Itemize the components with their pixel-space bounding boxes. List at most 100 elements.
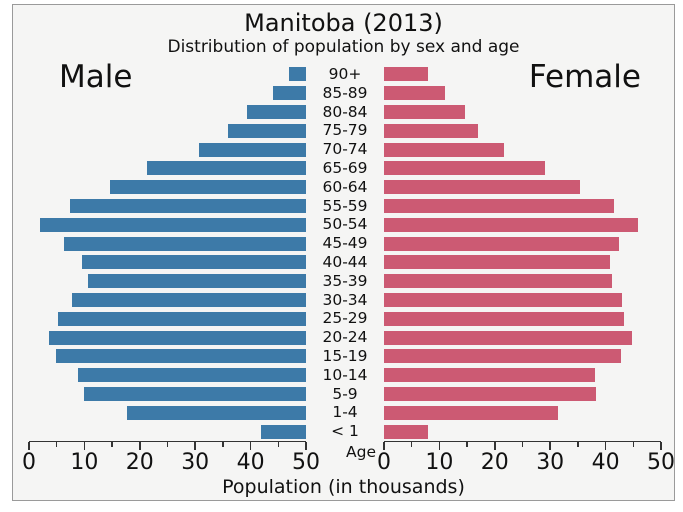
- age-group-label: 15-19: [322, 346, 368, 365]
- male-bar-cell: [29, 422, 306, 441]
- female-bar: [384, 292, 623, 307]
- male-bar: [147, 161, 306, 176]
- pyramid-rows: 90+ 85-89 80-84 75-79 70-74 65-69 60-64 55-59 50…: [29, 65, 661, 441]
- male-bar-cell: [29, 103, 306, 122]
- axis-tick-label: 50: [292, 450, 320, 475]
- male-bar-cell: [29, 159, 306, 178]
- axis-major-tick: [604, 442, 607, 450]
- axis-tick-label: 30: [181, 450, 210, 475]
- male-bar: [78, 368, 306, 383]
- age-group-label: 30-34: [322, 290, 368, 309]
- axis-major-tick: [438, 442, 441, 450]
- female-bar: [384, 104, 465, 119]
- female-bar-cell: [384, 65, 661, 84]
- male-bar: [227, 123, 306, 138]
- axis-minor-tick: [222, 442, 224, 447]
- axis-major-tick: [83, 442, 86, 450]
- age-group-label: 55-59: [322, 196, 368, 215]
- female-bar-cell: [384, 140, 661, 159]
- male-bar-cell: [29, 215, 306, 234]
- axis-tick-label: 40: [591, 450, 620, 475]
- pyramid-row: 50-54: [29, 215, 661, 234]
- axis-tick-label: 30: [536, 450, 565, 475]
- female-bar: [384, 123, 479, 138]
- male-bar: [48, 330, 306, 345]
- age-group-label: 10-14: [322, 365, 368, 384]
- male-bar: [82, 255, 306, 270]
- pyramid-row: < 1: [29, 422, 661, 441]
- pyramid-row: 65-69: [29, 159, 661, 178]
- axis-minor-tick: [521, 442, 524, 447]
- chart-title: Manitoba (2013): [244, 9, 443, 37]
- female-bar: [384, 236, 619, 251]
- female-bar-cell: [384, 159, 661, 178]
- female-bar-cell: [384, 253, 661, 272]
- female-bar-cell: [384, 366, 661, 385]
- male-bar: [199, 142, 306, 157]
- pyramid-row: 5-9: [29, 385, 661, 404]
- male-bar: [63, 236, 306, 251]
- male-bar-cell: [29, 65, 306, 84]
- male-bar: [87, 274, 306, 289]
- age-group-label: 25-29: [322, 309, 368, 328]
- age-group-label: 5-9: [332, 384, 358, 403]
- female-bar-cell: [384, 234, 661, 253]
- age-group-label: 80-84: [322, 102, 368, 121]
- female-bar: [384, 86, 445, 101]
- axis-major-tick: [28, 442, 30, 450]
- axis-minor-tick: [166, 442, 169, 447]
- female-bar: [384, 424, 428, 439]
- age-group-label: 70-74: [322, 140, 368, 159]
- axis-major-tick: [383, 442, 385, 450]
- axis-major-tick: [494, 442, 496, 450]
- age-group-label: 90+: [328, 65, 362, 83]
- male-bar: [84, 386, 306, 401]
- male-bar: [247, 104, 306, 119]
- axis-tick-label: 40: [236, 450, 265, 475]
- female-bar: [384, 386, 597, 401]
- axis-major-tick: [305, 442, 307, 450]
- female-bar-cell: [384, 103, 661, 122]
- pyramid-row: 60-64: [29, 178, 661, 197]
- male-bar-cell: [29, 121, 306, 140]
- pyramid-row: 35-39: [29, 272, 661, 291]
- age-group-label: 35-39: [322, 271, 368, 290]
- female-bar: [384, 142, 505, 157]
- male-bar-cell: [29, 328, 306, 347]
- axis-minor-tick: [577, 442, 579, 447]
- age-group-label: 85-89: [322, 83, 368, 102]
- pyramid-row: 30-34: [29, 291, 661, 310]
- axis-minor-tick: [111, 442, 113, 447]
- male-bar-cell: [29, 309, 306, 328]
- axis-minor-tick: [277, 442, 280, 447]
- axis-major-tick: [249, 442, 252, 450]
- male-bar: [288, 67, 306, 82]
- female-bar: [384, 217, 638, 232]
- pyramid-row: 20-24: [29, 328, 661, 347]
- axis-minor-tick: [55, 442, 58, 447]
- male-bar-cell: [29, 140, 306, 159]
- female-bar-cell: [384, 347, 661, 366]
- female-bar: [384, 311, 625, 326]
- age-group-label: 60-64: [322, 177, 368, 196]
- age-group-label: 75-79: [322, 121, 368, 140]
- chart-subtitle: Distribution of population by sex and ag…: [167, 37, 520, 57]
- male-bar-cell: [29, 197, 306, 216]
- age-group-label: 40-44: [322, 252, 368, 271]
- female-bar-cell: [384, 385, 661, 404]
- male-bar-cell: [29, 403, 306, 422]
- axis-major-tick: [139, 442, 141, 450]
- female-bar-cell: [384, 178, 661, 197]
- axis-line: [29, 441, 306, 442]
- axis-tick-label: 10: [425, 450, 454, 475]
- female-bar-cell: [384, 403, 661, 422]
- axis-tick-label: 10: [70, 450, 99, 475]
- female-bar: [384, 255, 611, 270]
- male-bar-cell: [29, 366, 306, 385]
- female-bar: [384, 180, 580, 195]
- axis-minor-tick: [410, 442, 413, 447]
- pyramid-row: 25-29: [29, 309, 661, 328]
- age-group-label: 20-24: [322, 328, 368, 347]
- female-bar: [384, 67, 428, 82]
